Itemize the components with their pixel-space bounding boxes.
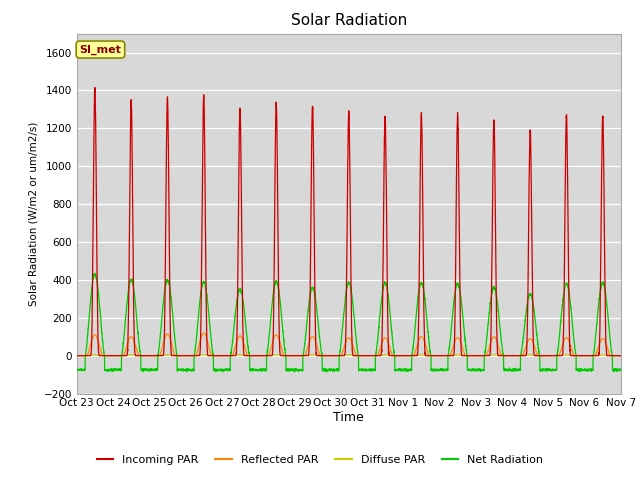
Title: Solar Radiation: Solar Radiation <box>291 13 407 28</box>
Y-axis label: Solar Radiation (W/m2 or um/m2/s): Solar Radiation (W/m2 or um/m2/s) <box>28 121 38 306</box>
Legend: Incoming PAR, Reflected PAR, Diffuse PAR, Net Radiation: Incoming PAR, Reflected PAR, Diffuse PAR… <box>92 451 548 469</box>
Text: SI_met: SI_met <box>79 44 122 55</box>
X-axis label: Time: Time <box>333 411 364 424</box>
